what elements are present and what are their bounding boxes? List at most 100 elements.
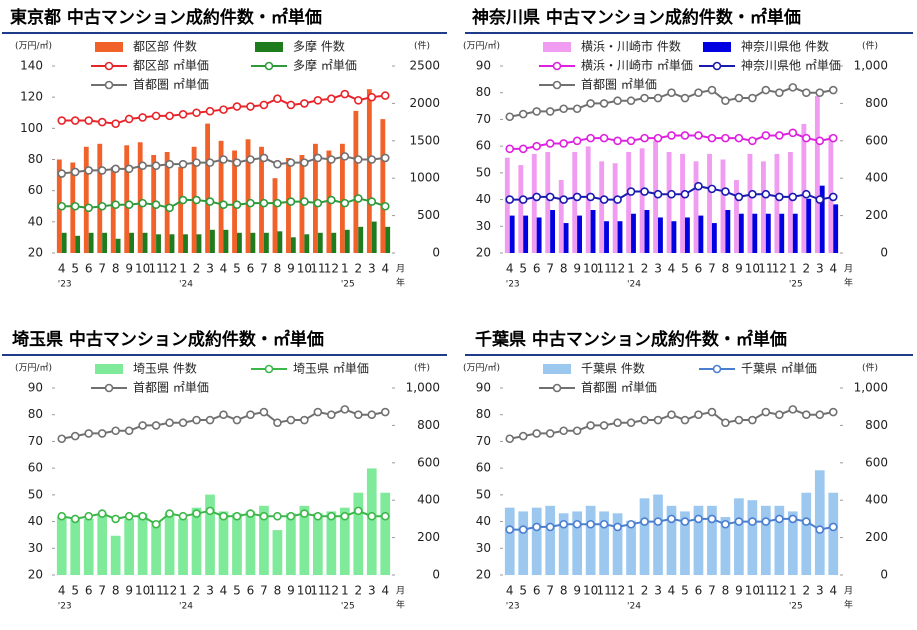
point <box>57 201 67 211</box>
point <box>273 159 282 169</box>
point <box>721 96 730 106</box>
x-tick-label: 8 <box>112 584 120 598</box>
bar <box>814 470 825 575</box>
point <box>828 133 838 143</box>
point <box>828 407 838 417</box>
point <box>680 415 690 425</box>
bar <box>631 213 636 253</box>
point <box>545 429 555 438</box>
point <box>367 410 377 420</box>
point <box>124 114 134 124</box>
bar <box>545 152 551 253</box>
x-tick-label: 5 <box>519 584 527 598</box>
point <box>626 187 636 196</box>
y-tick-label: 80 <box>476 85 491 99</box>
bar <box>577 215 582 253</box>
point <box>165 509 174 518</box>
bar <box>792 213 798 253</box>
year-label: '25 <box>341 280 355 290</box>
y-tick-label: 90 <box>476 59 491 73</box>
bar <box>518 165 524 253</box>
point <box>232 415 242 425</box>
x-tick-label: 4 <box>829 584 837 598</box>
point <box>327 94 336 104</box>
x-tick-label: 11 <box>148 584 163 598</box>
point <box>192 509 201 518</box>
point <box>205 506 215 516</box>
year-label: '24 <box>179 280 193 290</box>
chart-title: 東京都 中古マンション成約件数・㎡単価 <box>10 7 322 28</box>
legend-marker <box>104 61 114 71</box>
point <box>340 511 350 521</box>
bar <box>707 505 717 575</box>
x-tick-label: 5 <box>681 584 689 598</box>
bar <box>536 217 542 253</box>
bar <box>590 209 596 253</box>
point <box>721 133 730 143</box>
x-tick-label: 7 <box>98 262 106 276</box>
x-tick-label: 8 <box>112 262 120 276</box>
point <box>775 88 784 98</box>
x-tick-label: 6 <box>695 584 703 598</box>
point <box>801 189 811 199</box>
y-tick-label: 60 <box>476 461 491 475</box>
point <box>748 189 757 199</box>
y-tick-label: 120 <box>20 90 43 104</box>
point <box>246 155 255 164</box>
point <box>734 192 744 202</box>
point <box>748 415 757 425</box>
point <box>640 517 649 526</box>
point <box>84 429 93 438</box>
legend-label: 神奈川県他 ㎡単価 <box>741 59 841 73</box>
bar <box>518 511 529 575</box>
point <box>232 102 242 111</box>
point <box>748 517 757 526</box>
bar <box>644 209 650 253</box>
bar <box>658 217 663 253</box>
x-unit-year: 年 <box>844 599 853 611</box>
point <box>273 418 282 428</box>
point <box>586 519 595 529</box>
x-tick-label: 8 <box>274 262 282 276</box>
point <box>273 511 282 521</box>
point <box>599 421 609 430</box>
point <box>545 192 555 202</box>
legend-marker <box>264 61 274 71</box>
point <box>761 407 771 417</box>
point <box>340 198 350 208</box>
x-tick-label: 7 <box>546 262 554 276</box>
bar <box>752 213 758 253</box>
point <box>192 158 201 167</box>
x-tick-label: 3 <box>654 262 662 276</box>
bar <box>833 204 839 253</box>
legend-marker <box>552 61 562 71</box>
chart-title: 神奈川県 中古マンション成約件数・㎡単価 <box>472 7 801 28</box>
point <box>640 415 649 425</box>
x-tick-label: 5 <box>519 262 527 276</box>
y-tick-label: 80 <box>28 407 43 421</box>
x-tick-label: 10 <box>297 584 312 598</box>
point <box>721 519 730 529</box>
bar <box>779 213 785 253</box>
bar <box>331 232 337 253</box>
point <box>532 522 542 532</box>
bar <box>801 492 812 575</box>
point <box>219 511 228 521</box>
legend-label: 横浜・川崎市 ㎡単価 <box>581 58 693 73</box>
bar <box>612 513 623 575</box>
x-tick-label: 11 <box>758 584 773 598</box>
point <box>815 410 825 420</box>
bar <box>558 180 564 253</box>
legend-label: 千葉県 ㎡単価 <box>741 362 817 376</box>
bar <box>693 505 704 575</box>
bar <box>218 511 229 575</box>
x-tick-label: 2 <box>193 584 201 598</box>
point <box>246 509 255 518</box>
point <box>626 96 636 106</box>
x-tick-label: 6 <box>533 262 541 276</box>
x-unit-month: 月 <box>396 586 405 597</box>
point <box>300 509 309 518</box>
point <box>653 93 663 103</box>
legend-swatch <box>255 42 283 52</box>
